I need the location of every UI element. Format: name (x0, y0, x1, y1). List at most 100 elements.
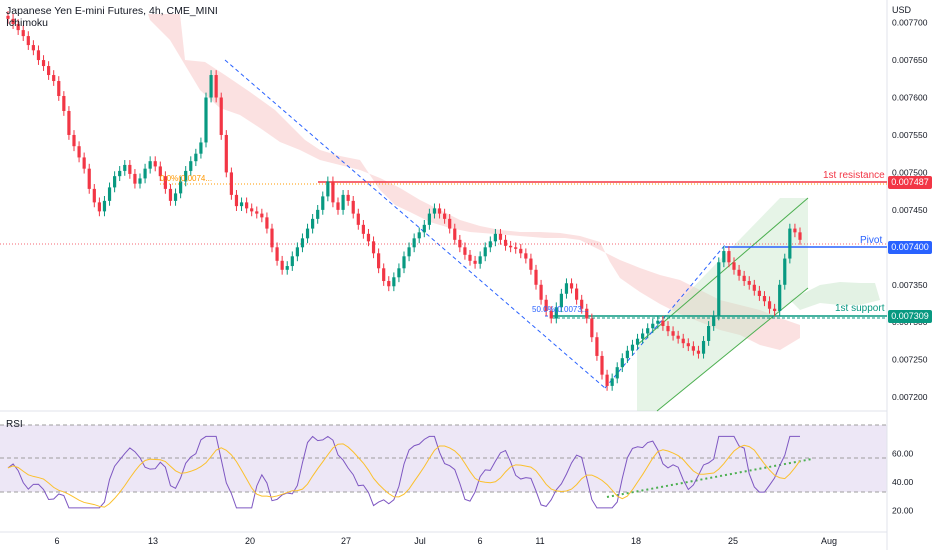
candle-body (493, 233, 497, 242)
candle-body (382, 268, 386, 282)
candle-body (635, 338, 640, 345)
candle-body (742, 275, 746, 282)
candle-body (722, 251, 726, 263)
candle-body (16, 24, 20, 31)
rsi-signal-line (7, 443, 801, 508)
candle-body (458, 239, 462, 248)
candle-body (544, 299, 548, 311)
candle-body (712, 315, 716, 326)
candle-body (143, 168, 147, 179)
time-tick-label: Aug (821, 536, 837, 546)
candle-body (448, 218, 452, 229)
time-tick-label: 11 (535, 536, 544, 546)
candle-body (747, 281, 751, 285)
candle-body (630, 344, 635, 351)
candle-body (260, 213, 264, 218)
candle-body (529, 258, 533, 270)
candle-body (600, 355, 604, 375)
price-tick-label: 0.007350 (892, 280, 928, 290)
fib-dashed-line-1 (224, 59, 606, 389)
candle-body (651, 323, 655, 329)
candle-body (757, 290, 761, 297)
price-tick-label: 0.007500 (892, 167, 928, 177)
candle-body (473, 260, 477, 264)
candle-body (295, 247, 299, 257)
candle-body (341, 194, 345, 210)
candle-body (311, 218, 315, 229)
candle-body (686, 343, 690, 347)
rsi-series (7, 435, 801, 509)
time-tick-label: 25 (728, 536, 738, 546)
candle-body (534, 269, 538, 285)
candle-body (767, 301, 772, 309)
candle-body (676, 335, 680, 339)
candle-body (427, 213, 431, 225)
candle-body (102, 200, 107, 212)
candle-body (371, 241, 376, 254)
candle-body (646, 328, 650, 334)
candle-body (194, 153, 198, 162)
candle-body (356, 213, 360, 225)
candle-body (509, 245, 513, 248)
candle-body (204, 97, 208, 143)
candle-body (620, 358, 624, 368)
candle-body (793, 228, 797, 233)
candle-body (321, 196, 325, 210)
currency-label: USD (892, 5, 912, 15)
candle-body (163, 176, 167, 189)
candle-body (696, 350, 701, 354)
candle-body (503, 239, 508, 246)
candle-body (539, 284, 543, 300)
candle-body (316, 209, 320, 219)
candle-body (113, 176, 117, 188)
candle-body (443, 213, 447, 219)
candle-body (87, 168, 91, 189)
rsi-tick-label: 40.00 (892, 477, 914, 487)
candle-body (666, 325, 670, 332)
candle-body (788, 228, 792, 259)
candle-body (366, 233, 371, 242)
candle-body (397, 268, 401, 278)
candle-body (62, 96, 66, 111)
candle-body (737, 269, 741, 276)
candle-body (432, 208, 437, 214)
candle-body (656, 320, 660, 324)
candle-body (732, 262, 736, 270)
candle-body (671, 331, 675, 336)
candle-body (488, 241, 492, 248)
candle-body (717, 262, 721, 316)
candle-body (107, 187, 112, 201)
price-tick-label: 0.007250 (892, 355, 928, 365)
candle-body (47, 66, 51, 76)
candle-body (453, 228, 457, 240)
candle-body (305, 228, 310, 239)
candle-body (387, 281, 391, 287)
candle-body (778, 284, 782, 311)
price-tick-label: 0.007700 (892, 18, 928, 28)
candle-body (229, 172, 233, 195)
candle-body (417, 232, 421, 239)
candle-body (407, 247, 411, 257)
candle-body (762, 296, 767, 302)
candle-body (77, 146, 81, 158)
candle-body (209, 75, 213, 98)
channel-lower-line (656, 287, 809, 412)
candle-body (173, 193, 178, 201)
rsi-tick-label: 20.00 (892, 506, 914, 516)
candle-body (422, 224, 426, 233)
candle-body (585, 308, 589, 319)
candle-body (392, 277, 396, 287)
candle-body (326, 181, 330, 197)
candle-body (661, 320, 665, 326)
candle-body (798, 232, 802, 240)
candle-body (36, 50, 41, 61)
candle-body (377, 253, 381, 269)
candle-body (625, 350, 629, 359)
candle-body (300, 238, 305, 248)
candle-body (280, 260, 284, 270)
candle-body (559, 293, 563, 308)
candle-body (564, 283, 569, 294)
candle-body (590, 318, 594, 338)
candle-body (336, 202, 340, 210)
